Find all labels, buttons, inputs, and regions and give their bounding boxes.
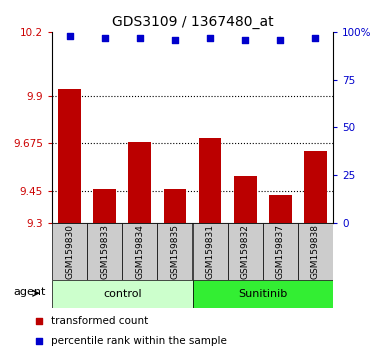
Point	[36, 338, 42, 343]
Text: transformed count: transformed count	[51, 316, 148, 326]
Bar	[157, 223, 192, 280]
Title: GDS3109 / 1367480_at: GDS3109 / 1367480_at	[112, 16, 273, 29]
Bar	[263, 223, 298, 280]
Text: GSM159838: GSM159838	[311, 224, 320, 279]
Text: agent: agent	[13, 287, 45, 297]
Bar	[164, 189, 186, 223]
Text: GSM159834: GSM159834	[135, 224, 144, 279]
Text: GSM159833: GSM159833	[100, 224, 109, 279]
Point	[172, 37, 178, 42]
Point	[102, 35, 108, 40]
Bar	[52, 223, 87, 280]
Text: GSM159835: GSM159835	[171, 224, 179, 279]
Bar	[93, 189, 116, 223]
Bar	[228, 223, 263, 280]
Bar	[269, 195, 292, 223]
Point	[67, 33, 73, 39]
Text: GSM159830: GSM159830	[65, 224, 74, 279]
Text: GSM159831: GSM159831	[206, 224, 214, 279]
Point	[242, 37, 248, 42]
Point	[312, 35, 318, 40]
Bar	[122, 223, 157, 280]
Text: GSM159837: GSM159837	[276, 224, 285, 279]
Bar	[304, 151, 327, 223]
Bar	[298, 223, 333, 280]
Point	[207, 35, 213, 40]
Bar	[52, 280, 192, 308]
Bar	[128, 142, 151, 223]
Bar	[199, 138, 221, 223]
Point	[277, 37, 283, 42]
Bar	[192, 280, 333, 308]
Text: control: control	[103, 289, 142, 299]
Point	[36, 319, 42, 324]
Text: percentile rank within the sample: percentile rank within the sample	[51, 336, 227, 346]
Bar	[234, 176, 257, 223]
Text: Sunitinib: Sunitinib	[238, 289, 287, 299]
Bar	[192, 223, 228, 280]
Bar	[58, 89, 81, 223]
Point	[137, 35, 143, 40]
Bar	[87, 223, 122, 280]
Text: GSM159832: GSM159832	[241, 224, 250, 279]
